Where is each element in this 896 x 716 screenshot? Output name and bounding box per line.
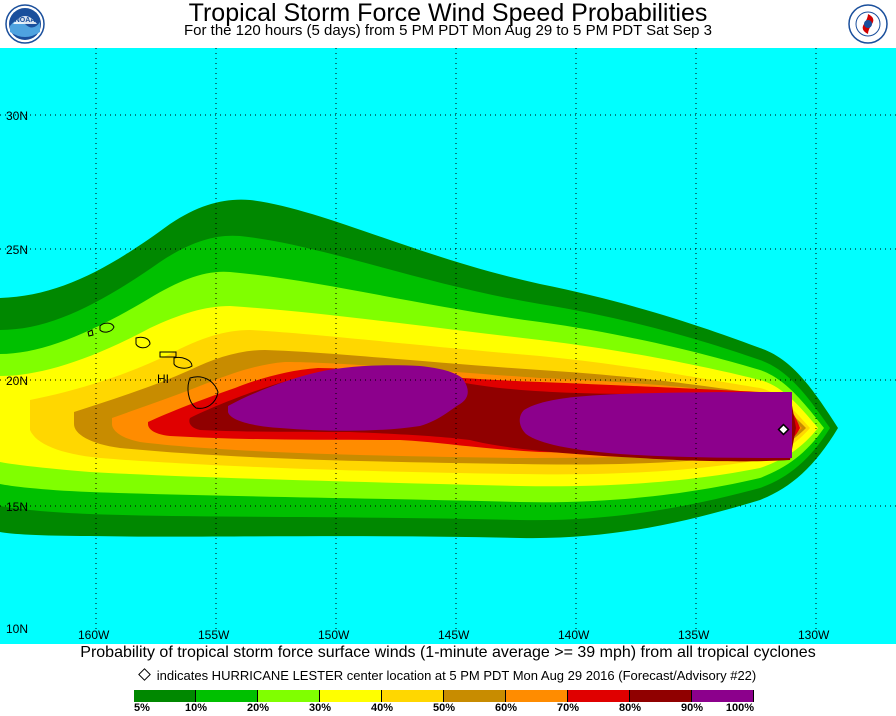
legend-label-9: 80% [618, 702, 642, 714]
lat-label-10n: 10N [6, 622, 28, 636]
legend-bin-4 [320, 690, 382, 702]
page-title: Tropical Storm Force Wind Speed Probabil… [188, 0, 708, 27]
legend-bin-8 [568, 690, 630, 702]
contour-90 [228, 365, 468, 431]
lon-label-160w: 160W [78, 628, 110, 642]
legend-label-11: 100% [725, 702, 755, 714]
place-label-hi: HI [157, 372, 169, 386]
page-subtitle: For the 120 hours (5 days) from 5 PM PDT… [183, 22, 713, 39]
island-maui [173, 357, 193, 369]
lon-label-130w: 130W [798, 628, 830, 642]
lon-label-155w: 155W [198, 628, 230, 642]
legend-label-3: 20% [246, 702, 270, 714]
legend-bin-10 [692, 690, 754, 702]
legend-label-1: 5% [134, 702, 150, 714]
island-big-island [187, 376, 219, 409]
lon-label-145w: 145W [438, 628, 470, 642]
legend-bin-6 [444, 690, 506, 702]
lon-label-150w: 150W [318, 628, 350, 642]
legend-label-8: 70% [556, 702, 580, 714]
probability-contours [0, 199, 838, 539]
legend-bin-1 [134, 690, 196, 702]
contour-90-east [519, 392, 792, 458]
legend-labels: 5% 10% 20% 30% 40% 50% 60% 70% 80% 90% 100% [0, 702, 896, 716]
noaa-logo-icon: NOAA [5, 4, 45, 44]
lat-label-20n: 20N [6, 374, 28, 388]
legend-bin-7 [506, 690, 568, 702]
noaa-logo-text: NOAA [15, 17, 36, 24]
diamond-icon [137, 668, 151, 681]
lat-label-15n: 15N [6, 500, 28, 514]
lat-label-25n: 25N [6, 243, 28, 257]
legend-label-10: 90% [680, 702, 704, 714]
lon-label-140w: 140W [558, 628, 590, 642]
island-niihau [87, 329, 94, 337]
nws-logo-icon [848, 4, 888, 44]
legend-label-2: 10% [184, 702, 208, 714]
legend-bin-9 [630, 690, 692, 702]
legend-bin-3 [258, 690, 320, 702]
probability-legend [134, 690, 754, 702]
island-molokai [159, 351, 177, 358]
header: Tropical Storm Force Wind Speed Probabil… [0, 0, 896, 48]
legend-label-5: 40% [370, 702, 394, 714]
legend-label-7: 60% [494, 702, 518, 714]
storm-center-marker [777, 423, 790, 436]
storm-note-text: indicates HURRICANE LESTER center locati… [156, 668, 757, 683]
map-description: Probability of tropical storm force surf… [80, 644, 816, 661]
probability-map: HI 30N 25N 20N 15N 10N 160W 155W 150W 14… [0, 48, 896, 644]
lat-label-30n: 30N [6, 109, 28, 123]
graticule [0, 48, 896, 630]
legend-label-4: 30% [308, 702, 332, 714]
island-kauai [99, 322, 115, 333]
legend-label-6: 50% [432, 702, 456, 714]
island-oahu [135, 336, 151, 349]
legend-bin-2 [196, 690, 258, 702]
hawaii-islands [87, 322, 219, 409]
storm-note: indicates HURRICANE LESTER center locati… [0, 667, 896, 685]
lon-label-135w: 135W [678, 628, 710, 642]
legend-bin-5 [382, 690, 444, 702]
